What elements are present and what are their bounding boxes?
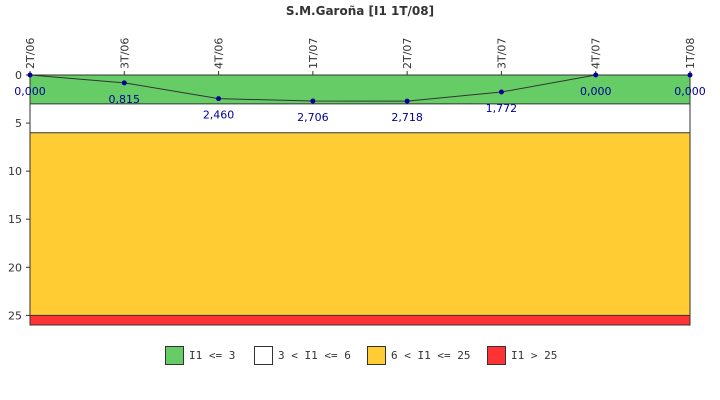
x-tick-label: 1T/07 — [307, 38, 320, 69]
chart-legend: I1 <= 3 3 < I1 <= 6 6 < I1 <= 25 I1 > 25 — [0, 345, 720, 367]
legend-item: 3 < I1 <= 6 — [254, 345, 351, 365]
x-tick-label: 3T/07 — [495, 38, 508, 69]
data-point — [593, 72, 599, 78]
data-point — [687, 72, 693, 78]
series-line — [29, 74, 690, 102]
legend-label: 6 < I1 <= 25 — [391, 348, 471, 362]
data-point — [404, 98, 410, 104]
data-point — [121, 80, 127, 86]
data-label: 0,000 — [14, 85, 46, 98]
y-tick-label: 15 — [8, 213, 22, 226]
data-point — [27, 72, 33, 78]
legend-swatch-yellow — [367, 345, 386, 365]
plot-border — [29, 74, 691, 326]
data-label: 1,772 — [486, 102, 518, 115]
data-point — [310, 98, 316, 104]
data-label: 2,460 — [203, 109, 235, 122]
legend-swatch-green — [165, 345, 184, 365]
band-2 — [30, 132, 690, 316]
y-tick-label: 10 — [8, 165, 22, 178]
chart-title: S.M.Garoña [I1 1T/08] — [285, 4, 435, 18]
legend-swatch-red — [487, 345, 506, 365]
y-tick-label: 20 — [8, 261, 22, 274]
data-label: 0,000 — [580, 85, 612, 98]
data-label: 2,706 — [297, 111, 329, 124]
legend-item: I1 <= 3 — [165, 345, 235, 365]
band-0 — [30, 75, 690, 104]
legend-label: 3 < I1 <= 6 — [278, 348, 351, 362]
legend-item: 6 < I1 <= 25 — [367, 345, 470, 365]
legend-label: I1 > 25 — [511, 348, 558, 362]
x-tick-label: 3T/06 — [118, 38, 131, 69]
y-tick-label: 25 — [8, 309, 22, 322]
x-tick-label: 2T/07 — [401, 38, 414, 69]
data-label: 0,815 — [109, 93, 141, 106]
legend-label: I1 <= 3 — [189, 348, 236, 362]
legend-swatch-white — [254, 345, 273, 365]
x-tick-label: 1T/08 — [684, 38, 697, 69]
x-tick-label: 4T/07 — [590, 38, 603, 69]
x-tick-label: 4T/06 — [213, 38, 226, 69]
x-tick-label: 2T/06 — [24, 38, 37, 69]
y-tick-label: 5 — [15, 117, 22, 130]
y-tick-label: 0 — [15, 69, 22, 82]
data-point — [498, 89, 504, 95]
data-label: 2,718 — [391, 111, 423, 124]
band-3 — [30, 315, 690, 325]
data-label: 0,000 — [674, 85, 706, 98]
band-1 — [30, 103, 690, 133]
legend-item: I1 > 25 — [487, 345, 557, 365]
data-point — [216, 96, 222, 102]
